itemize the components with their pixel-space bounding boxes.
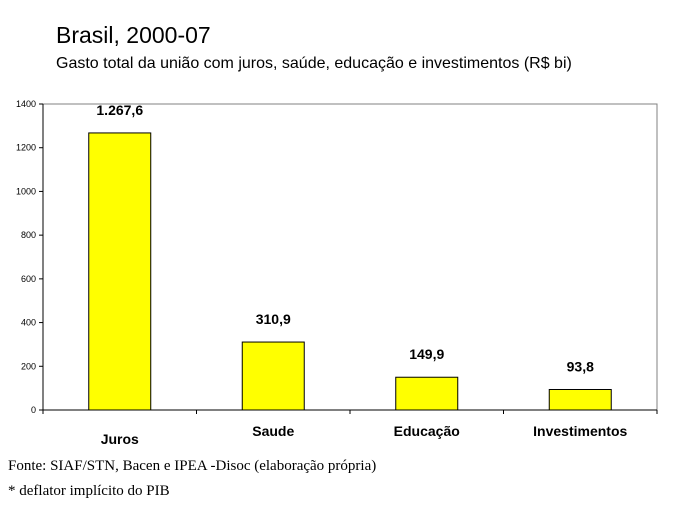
y-tick-label: 600 bbox=[21, 274, 36, 284]
y-tick-label: 1400 bbox=[16, 99, 36, 109]
source-note: Fonte: SIAF/STN, Bacen e IPEA -Disoc (el… bbox=[8, 458, 377, 474]
x-tick-label: Investimentos bbox=[533, 423, 627, 439]
deflator-note: * deflator implícito do PIB bbox=[8, 483, 170, 499]
bar-chart: 0 200 400 600 800 1000 1200 1400 Juros Saude Educ… bbox=[16, 99, 658, 447]
y-tick-label: 400 bbox=[21, 318, 36, 328]
bar bbox=[548, 388, 612, 411]
chart-title: Brasil, 2000-07 bbox=[56, 22, 211, 48]
bar bbox=[241, 341, 305, 411]
chart-subtitle: Gasto total da união com juros, saúde, e… bbox=[56, 55, 572, 72]
data-label: 93,8 bbox=[567, 358, 594, 374]
bars: 1.267,6 310,9 149,9 93,8 bbox=[88, 102, 612, 411]
x-tick-label: Juros bbox=[101, 431, 139, 447]
y-tick-label: 200 bbox=[21, 361, 36, 371]
bar bbox=[88, 132, 152, 411]
y-tick-label: 1000 bbox=[16, 186, 36, 196]
x-tick-label: Educação bbox=[394, 423, 460, 439]
y-tick-label: 0 bbox=[31, 405, 36, 415]
x-tick-label: Saude bbox=[252, 423, 294, 439]
y-tick-label: 800 bbox=[21, 230, 36, 240]
y-tick-label: 1200 bbox=[16, 143, 36, 153]
data-label: 310,9 bbox=[256, 311, 291, 327]
data-label: 1.267,6 bbox=[96, 102, 143, 118]
y-axis: 0 200 400 600 800 1000 1200 1400 bbox=[16, 99, 44, 415]
x-axis: Juros Saude Educação Investimentos bbox=[42, 409, 658, 447]
data-label: 149,9 bbox=[409, 346, 444, 362]
bar bbox=[395, 376, 459, 411]
